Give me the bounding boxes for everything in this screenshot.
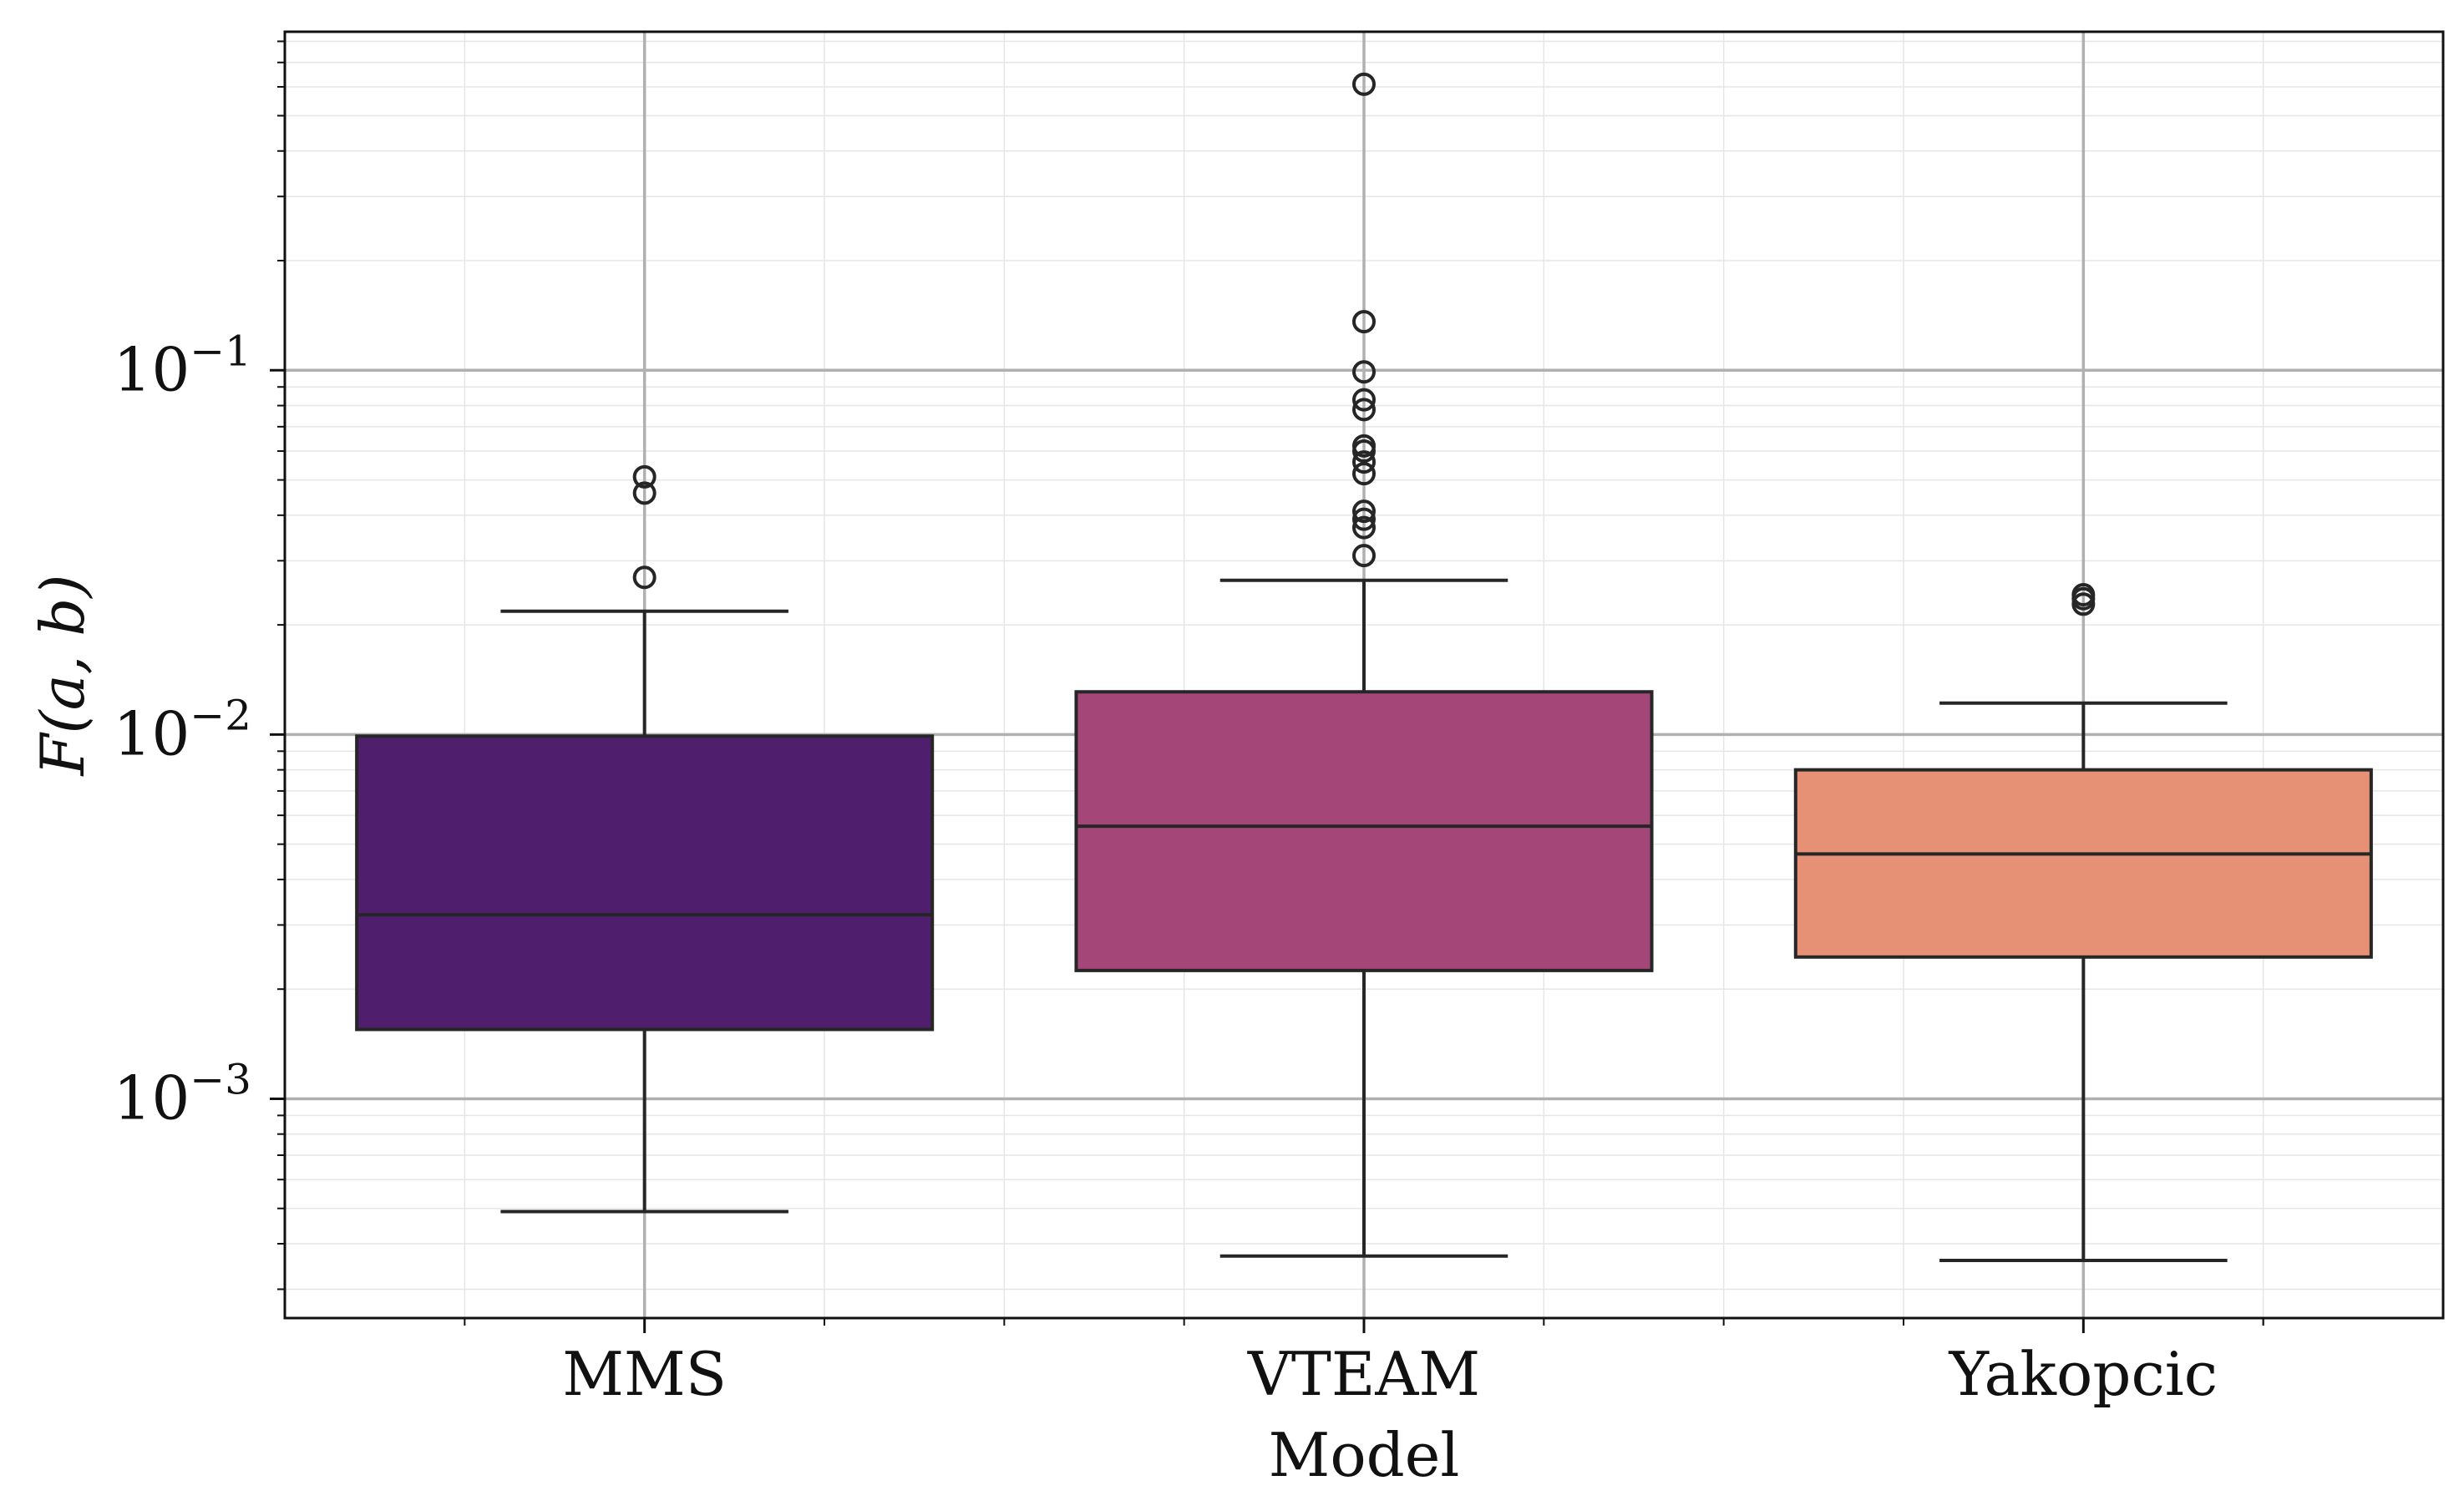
outlier-point [1352,310,1376,334]
outlier-point [1352,544,1376,568]
x-tick-label: VTEAM [1247,1339,1480,1409]
y-tick-label: 10−1 [114,327,251,404]
y-axis-label: F(a, b) [28,575,98,778]
box-iqr [1074,690,1654,972]
box-iqr [355,734,935,1032]
outlier-point [1352,507,1376,531]
outlier-point [1352,434,1376,458]
y-tick-label: 10−3 [114,1055,251,1133]
x-tick-label: MMS [562,1339,727,1409]
x-axis-label: Model [1269,1420,1460,1490]
box-vteam [1074,72,1654,1258]
outlier-point [2071,583,2096,607]
outlier-point [1352,450,1376,474]
box-iqr [1793,768,2373,959]
y-tick-labels: 10−1 10−2 10−3 [114,327,251,1133]
x-tick-labels: MMS VTEAM Yakopcic [562,1339,2218,1409]
x-tick-label: Yakopcic [1949,1339,2218,1409]
y-tick-label: 10−2 [114,691,251,768]
outlier-point [632,464,657,489]
outlier-point [632,481,657,505]
outlier-point [1352,515,1376,540]
outlier-point [1352,462,1376,486]
box-mms [355,464,935,1214]
outlier-point [632,565,657,590]
outlier-point [1352,499,1376,524]
outlier-point [1352,72,1376,96]
box-yakopcic [1793,583,2373,1262]
outlier-point [1352,398,1376,422]
axis-ticks [270,40,2264,1333]
box-series [355,72,2373,1262]
outlier-point [1352,388,1376,412]
outlier-point [1352,360,1376,384]
